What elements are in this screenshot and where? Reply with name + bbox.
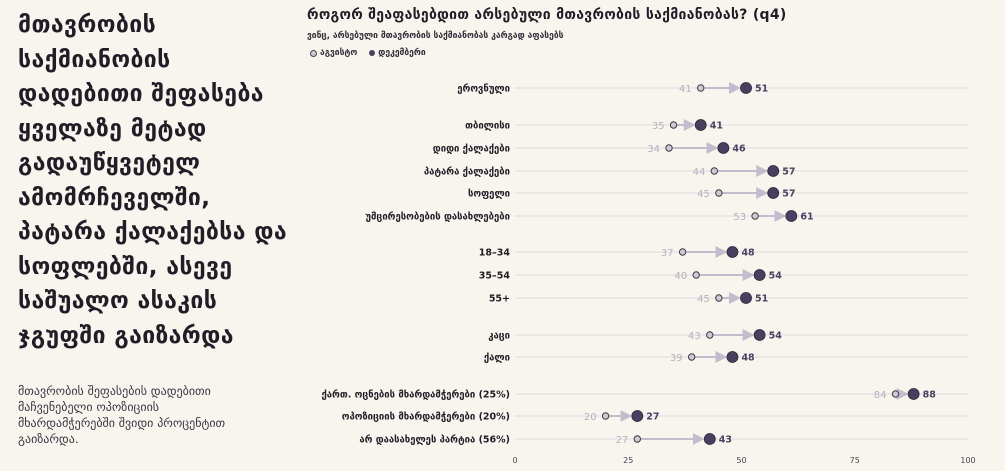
- legend-label-december: დეკემბერი: [378, 48, 426, 58]
- chart-title: როგორ შეაფასებდით არსებული მთავრობის საქ…: [307, 7, 787, 23]
- category-label: ოპოზიციის მხარდამჭერები (20%): [342, 412, 510, 423]
- x-tick-label: 25: [623, 456, 633, 465]
- december-value-label: 57: [782, 167, 795, 178]
- x-tick-label: 50: [736, 456, 746, 465]
- december-point: [740, 292, 752, 304]
- legend-filled-dot-icon: [369, 50, 376, 56]
- category-label: 18–34: [479, 248, 511, 259]
- august-point: [665, 144, 673, 152]
- december-point: [631, 410, 644, 422]
- december-point: [694, 119, 707, 131]
- december-point: [753, 329, 766, 341]
- december-value-label: 51: [755, 84, 768, 95]
- december-value-label: 61: [800, 212, 813, 223]
- august-value-label: 43: [688, 331, 701, 342]
- august-value-label: 45: [697, 189, 710, 200]
- x-tick-label: 75: [850, 456, 860, 465]
- august-value-label: 35: [652, 121, 665, 132]
- august-point: [751, 212, 759, 220]
- august-value-label: 41: [679, 84, 692, 95]
- august-point: [715, 189, 723, 197]
- legend-item-december: დეკემბერი: [369, 48, 426, 58]
- august-value-label: 20: [584, 412, 597, 423]
- august-point: [706, 331, 714, 339]
- august-point: [891, 390, 900, 398]
- x-tick-label: 0: [512, 456, 517, 465]
- december-value-label: 48: [741, 353, 755, 364]
- category-label: არ დაასახელეს პარტია (56%): [359, 435, 510, 446]
- category-label: 55+: [489, 294, 510, 305]
- december-point: [717, 142, 730, 154]
- august-value-label: 39: [670, 353, 683, 364]
- december-point: [726, 351, 739, 363]
- december-value-label: 88: [923, 390, 937, 401]
- december-value-label: 41: [710, 121, 723, 132]
- august-value-label: 53: [733, 212, 746, 223]
- chart-subtitle: ვინც, არსებული მთავრობის საქმიანობას კარ…: [307, 31, 564, 41]
- august-value-label: 37: [661, 248, 674, 259]
- august-point: [692, 271, 700, 279]
- category-label: ქართ. ოცნების მხარდამჭერები (25%): [321, 390, 510, 401]
- december-value-label: 43: [719, 435, 732, 446]
- legend-label-august: აგვისტო: [320, 48, 358, 58]
- x-tick-label: 100: [960, 456, 975, 465]
- august-point: [710, 167, 719, 175]
- december-value-label: 57: [782, 189, 795, 200]
- category-label: უმცირესობების დასახლებები: [365, 212, 510, 223]
- august-value-label: 84: [874, 390, 887, 401]
- december-value-label: 48: [741, 248, 755, 259]
- category-label: დიდი ქალაქები: [433, 144, 510, 155]
- december-value-label: 27: [646, 412, 659, 423]
- august-point: [669, 121, 678, 129]
- legend: აგვისტო დეკემბერი: [310, 48, 432, 58]
- left-panel: მთავრობის საქმიანობის დადებითი შეფასება …: [0, 0, 300, 471]
- category-label: პატარა ქალაქები: [424, 167, 510, 178]
- december-point: [907, 388, 920, 400]
- december-point: [753, 269, 766, 281]
- legend-open-dot-icon: [310, 49, 317, 57]
- category-label: სოფელი: [468, 189, 510, 200]
- december-point: [785, 210, 798, 222]
- august-point: [678, 248, 687, 256]
- august-value-label: 44: [693, 167, 706, 178]
- august-point: [687, 353, 696, 361]
- category-label: თბილისი: [465, 121, 510, 132]
- category-label: კაცი: [488, 331, 510, 342]
- legend-item-august: აგვისტო: [310, 48, 357, 58]
- category-label: 35–54: [479, 271, 511, 282]
- description: მთავრობის შეფასების დადებითი მაჩვენებელი…: [18, 384, 226, 446]
- december-point: [740, 82, 752, 94]
- august-value-label: 45: [697, 294, 710, 305]
- december-point: [726, 246, 739, 258]
- august-point: [601, 412, 610, 420]
- august-value-label: 27: [616, 435, 629, 446]
- december-point: [767, 187, 780, 199]
- category-label: ეროვნული: [457, 84, 510, 95]
- headline: მთავრობის საქმიანობის დადებითი შეფასება …: [18, 12, 287, 349]
- december-point: [703, 433, 716, 445]
- category-label: ქალი: [484, 353, 510, 364]
- august-point: [633, 435, 642, 443]
- december-point: [767, 165, 780, 177]
- august-value-label: 34: [647, 144, 660, 155]
- august-value-label: 40: [674, 271, 687, 282]
- december-value-label: 54: [769, 271, 783, 282]
- december-value-label: 46: [732, 144, 746, 155]
- august-point: [715, 294, 723, 302]
- december-value-label: 54: [769, 331, 783, 342]
- august-point: [697, 84, 705, 92]
- december-value-label: 51: [755, 294, 768, 305]
